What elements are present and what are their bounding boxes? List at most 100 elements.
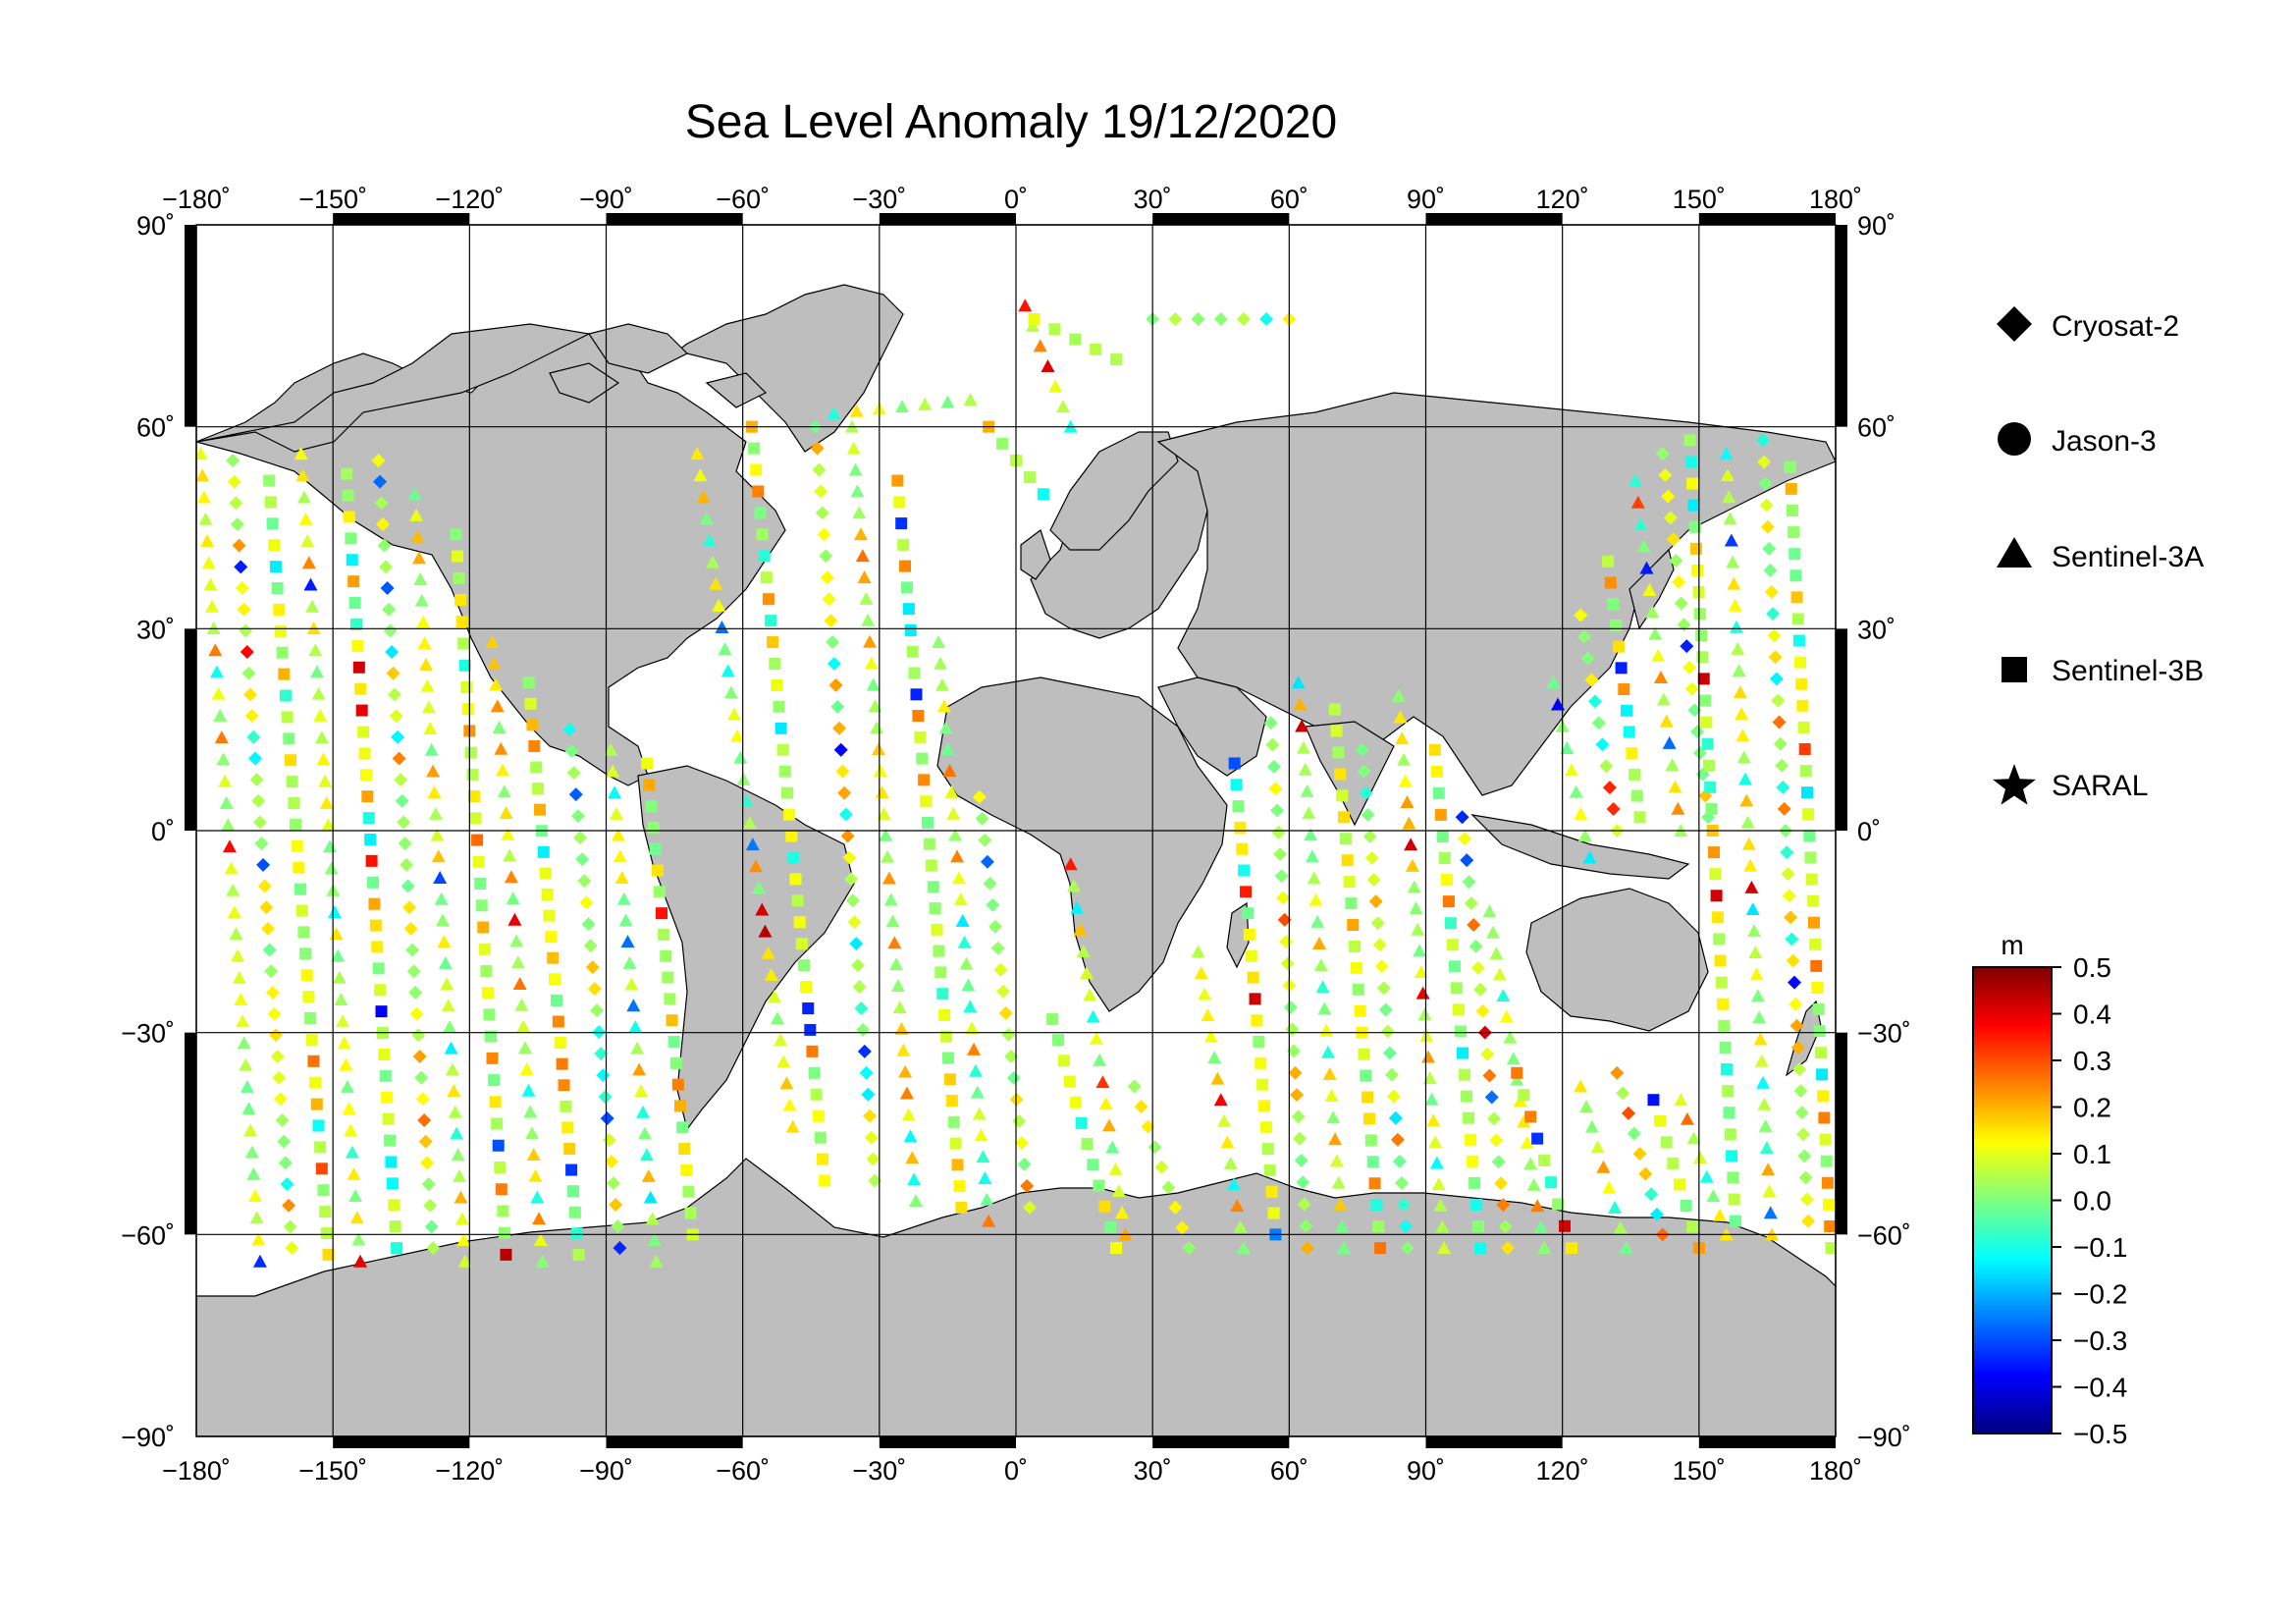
track-point-square [754, 507, 767, 519]
track-point-square [1265, 1185, 1278, 1198]
track-point-square [1362, 1112, 1375, 1125]
track-point-square [1343, 876, 1356, 889]
track-point-diamond [847, 915, 862, 930]
track-point-diamond [1755, 433, 1770, 448]
lon-tick-label: −30˚ [852, 185, 906, 214]
track-point-triangle [1433, 1198, 1448, 1212]
track-point-triangle [1727, 576, 1741, 590]
track-point-square [1820, 1155, 1833, 1167]
track-point-diamond [371, 453, 386, 467]
track-point-diamond [1127, 1079, 1142, 1094]
track-point-square [319, 1206, 332, 1218]
track-point-diamond [604, 1155, 618, 1169]
track-point-square [386, 1177, 399, 1190]
track-point-square [929, 902, 941, 915]
track-point-square [1093, 1179, 1105, 1192]
track-point-diamond [1649, 1207, 1664, 1221]
track-point-square [1805, 873, 1818, 886]
frame-bar [185, 1032, 196, 1235]
track-point-triangle [496, 763, 510, 777]
longitude-labels-top: −180˚ −150˚ −120˚ −90˚ −60˚ −30˚ 0˚ 30˚ 60˚ 90˚ 12… [162, 185, 1862, 214]
track-point-triangle [752, 881, 767, 894]
track-point-square [317, 1184, 330, 1197]
track-point-triangle [639, 1148, 654, 1162]
track-point-triangle [1648, 626, 1663, 640]
track-point-square [793, 916, 806, 929]
track-point-square [304, 1012, 317, 1025]
track-point-square [1620, 704, 1632, 717]
track-point-triangle [936, 699, 951, 713]
track-point-diamond [1687, 703, 1702, 718]
track-point-triangle [1741, 837, 1756, 850]
track-point-diamond [1690, 725, 1705, 739]
track-point-diamond [1462, 875, 1476, 890]
track-point-triangle [1722, 490, 1736, 504]
track-point-square [1794, 656, 1807, 669]
track-point-diamond [256, 857, 271, 872]
track-point-square [1727, 1171, 1739, 1184]
track-point-square [680, 1163, 693, 1176]
track-point-square [273, 603, 286, 616]
track-point-square [1087, 1159, 1099, 1171]
track-point-diamond [1134, 1100, 1148, 1114]
track-point-triangle [311, 686, 326, 700]
track-point-triangle [224, 861, 239, 875]
track-point-triangle [209, 665, 224, 678]
track-point-square [1261, 1143, 1274, 1156]
track-point-square [305, 1033, 318, 1046]
track-point-square [797, 959, 810, 972]
track-point-triangle [198, 512, 213, 525]
track-point-triangle [1674, 1093, 1688, 1107]
track-point-square [375, 1005, 388, 1018]
track-point-triangle [423, 722, 438, 735]
track-point-square [552, 1015, 564, 1028]
track-point-triangle [526, 1148, 541, 1162]
track-point-diamond [983, 876, 997, 891]
colorbar-unit: m [2001, 930, 2023, 960]
track-point-diamond [415, 1092, 430, 1107]
track-point-square [295, 904, 308, 917]
track-point-square [341, 467, 353, 480]
track-point-triangle [294, 447, 308, 460]
track-point-square [483, 1008, 496, 1021]
track-point-diamond [379, 560, 394, 574]
track-point-square [947, 1115, 960, 1128]
track-point-diamond [1489, 1133, 1504, 1148]
track-point-square [342, 489, 354, 502]
track-point-diamond [1766, 607, 1781, 622]
track-point-triangle [413, 572, 428, 586]
track-point-triangle [875, 784, 889, 798]
track-point-triangle [516, 1019, 531, 1033]
track-point-triangle [1569, 784, 1583, 798]
track-point-triangle [1665, 758, 1680, 772]
track-point-triangle [1560, 741, 1575, 755]
track-point-triangle [1506, 1052, 1521, 1065]
track-point-triangle [1749, 967, 1764, 981]
track-point-diamond [1772, 715, 1787, 730]
track-point-triangle [1485, 925, 1500, 939]
track-point-diamond [1669, 553, 1683, 568]
track-point-triangle [313, 708, 328, 722]
track-point-triangle [1198, 987, 1212, 1001]
track-point-triangle [421, 700, 436, 714]
track-point-triangle [240, 1079, 254, 1093]
track-point-diamond [234, 560, 248, 574]
track-point-triangle [1033, 339, 1047, 352]
frame-bar [606, 213, 743, 225]
track-point-triangle [1499, 1009, 1514, 1023]
track-point-triangle [1320, 1045, 1335, 1058]
track-point-square [769, 657, 781, 670]
track-point-diamond [1658, 467, 1673, 482]
track-point-square [1247, 971, 1259, 984]
track-point-diamond [382, 602, 397, 617]
track-point-diamond [1370, 916, 1385, 931]
track-point-square [819, 1174, 831, 1187]
track-point-triangle [523, 1105, 538, 1118]
track-point-triangle [881, 871, 896, 885]
track-point-square [1814, 1047, 1827, 1059]
track-point-square [1626, 747, 1638, 760]
track-point-diamond [850, 958, 865, 973]
track-point-square [671, 1078, 684, 1091]
track-point-diamond [1797, 1149, 1812, 1163]
track-point-square [532, 783, 545, 795]
